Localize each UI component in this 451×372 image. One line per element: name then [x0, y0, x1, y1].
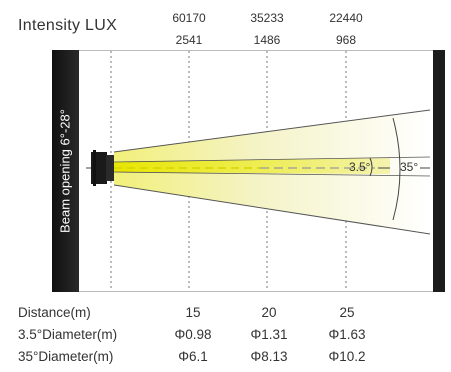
diameter-3-5-20: Φ1.31 — [250, 327, 288, 342]
diameter-3-5-15: Φ0.98 — [174, 327, 212, 342]
left-panel — [52, 50, 79, 292]
row-label-distance: Distance(m) — [18, 305, 91, 320]
distance-15: 15 — [185, 305, 201, 320]
fixture-fin — [93, 150, 96, 186]
angle-arc-outer — [392, 117, 401, 221]
lux-value-15m-bottom: 2541 — [175, 33, 203, 47]
right-panel — [433, 50, 445, 292]
beam-edge-lower — [113, 184, 431, 235]
chart-title: Intensity LUX — [18, 17, 118, 34]
diameter-35-15: Φ6.1 — [178, 349, 208, 364]
angle-label-outer: 35° — [400, 160, 419, 174]
distance-25: 25 — [339, 305, 355, 320]
lux-value-15m-top: 60170 — [172, 11, 206, 25]
fixture-lens — [106, 155, 114, 181]
lux-value-20m-top: 35233 — [250, 11, 284, 25]
beam-edge-upper — [113, 109, 431, 153]
diameter-35-25: Φ10.2 — [328, 349, 366, 364]
lux-value-25m-top: 22440 — [329, 11, 363, 25]
diameter-3-5-25: Φ1.63 — [328, 327, 366, 342]
lux-value-25m-bottom: 968 — [335, 33, 357, 47]
distance-20: 20 — [261, 305, 277, 320]
lux-value-20m-bottom: 1486 — [253, 33, 281, 47]
core-edge-upper — [113, 156, 431, 163]
core-edge-lower — [113, 171, 431, 177]
angle-arc-inner — [369, 157, 373, 177]
beam-core-3-5 — [114, 158, 390, 174]
row-label-diameter-3-5: 3.5°Diameter(m) — [18, 327, 118, 342]
diameter-35-20: Φ8.13 — [250, 349, 288, 364]
row-label-diameter-35: 35°Diameter(m) — [18, 349, 114, 364]
beam-opening-label: Beam opening 6°-28° — [57, 109, 73, 233]
angle-label-inner: 3.5° — [349, 160, 371, 174]
